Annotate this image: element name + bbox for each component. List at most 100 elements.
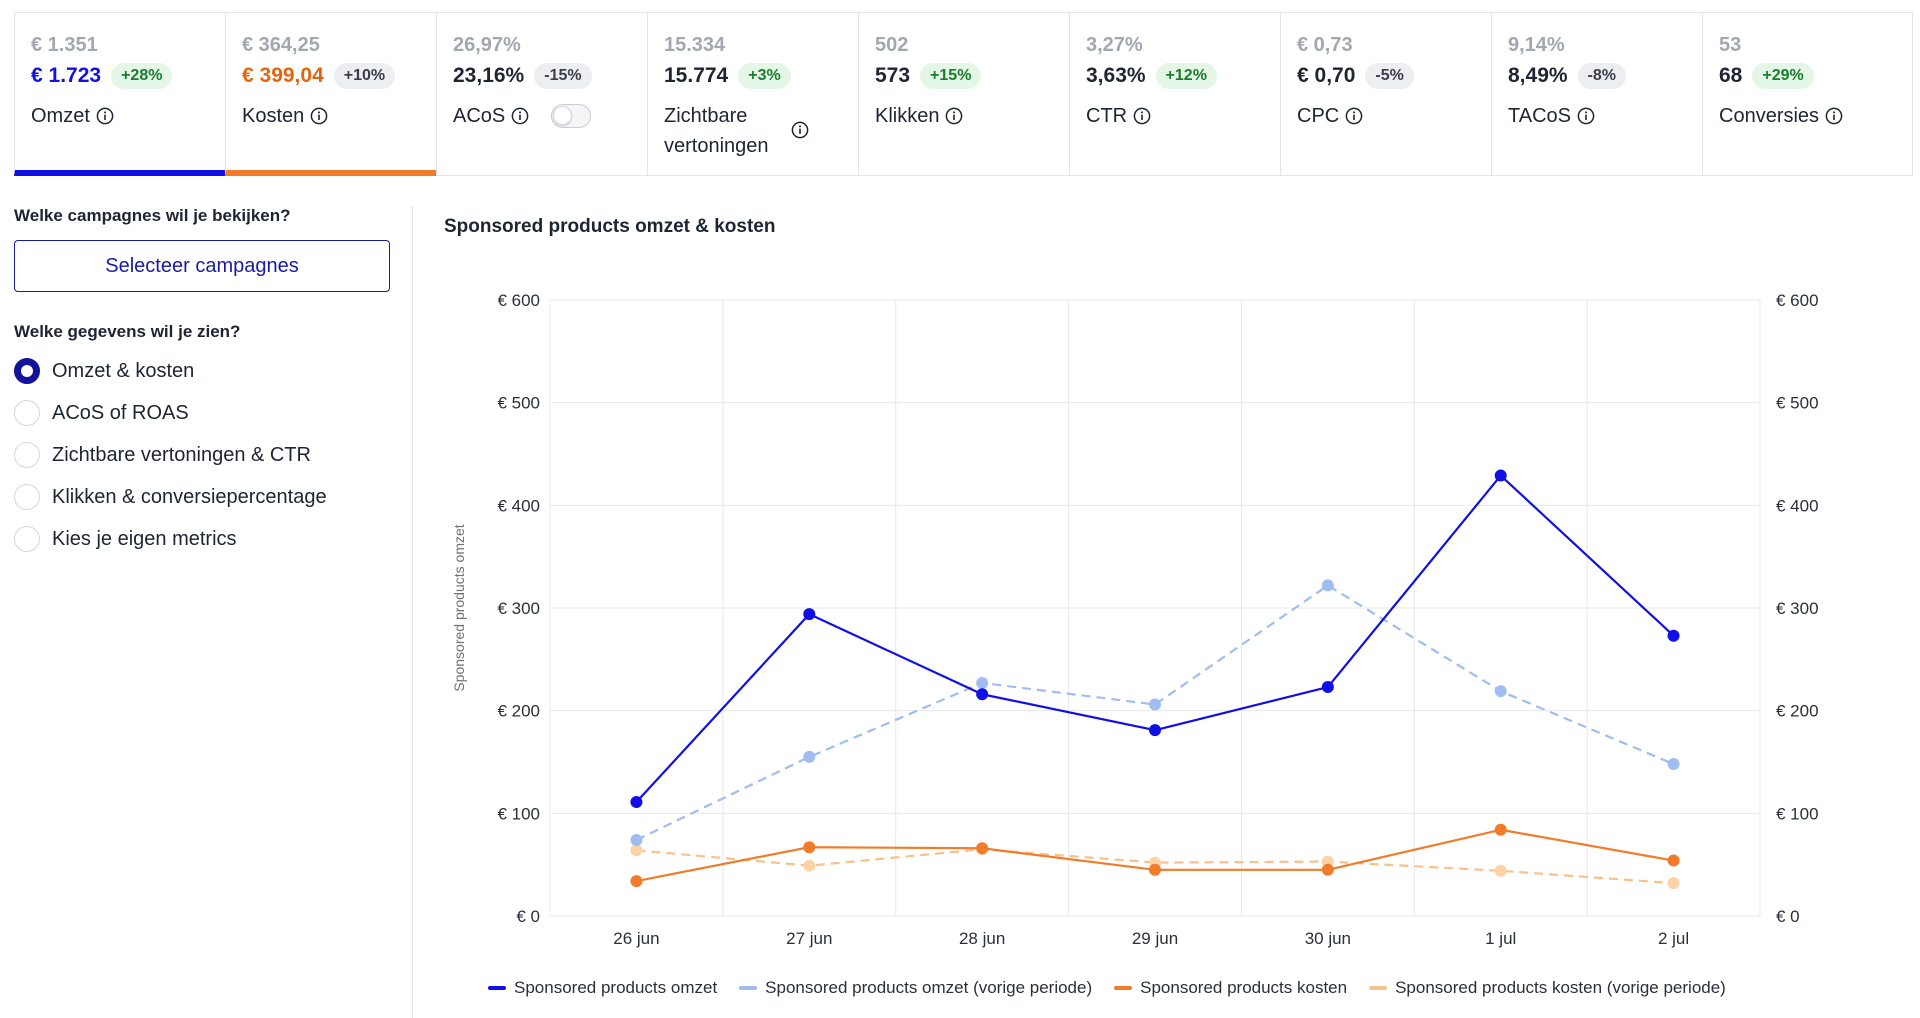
data-point-series-0 bbox=[1667, 629, 1680, 642]
kpi-label: Omzet bbox=[31, 105, 90, 127]
info-icon[interactable] bbox=[1577, 107, 1595, 125]
kpi-card-conversies[interactable]: 53 68 +29% Conversies bbox=[1702, 12, 1913, 176]
kpi-current-value: 15.774 bbox=[664, 64, 729, 87]
radio-label: ACoS of ROAS bbox=[52, 401, 189, 424]
data-point-series-3 bbox=[1494, 864, 1507, 877]
chart-title: Sponsored products omzet & kosten bbox=[444, 216, 776, 237]
data-point-series-0 bbox=[1321, 681, 1334, 694]
kpi-label: TACoS bbox=[1508, 105, 1571, 127]
data-point-series-1 bbox=[1494, 685, 1507, 698]
data-point-series-1 bbox=[630, 834, 643, 847]
x-tick-label: 28 jun bbox=[959, 929, 1005, 948]
kpi-previous-value: 53 bbox=[1719, 34, 1742, 56]
y-tick-label-left: € 0 bbox=[516, 907, 540, 926]
kpi-card-cpc[interactable]: € 0,73 € 0,70 -5% CPC bbox=[1280, 12, 1491, 176]
x-tick-label: 29 jun bbox=[1132, 929, 1178, 948]
y-tick-label-left: € 600 bbox=[497, 291, 540, 310]
radio-button[interactable] bbox=[14, 442, 40, 468]
legend-item[interactable]: Sponsored products kosten (vorige period… bbox=[1369, 978, 1726, 998]
radio-label: Klikken & conversiepercentage bbox=[52, 485, 327, 508]
data-point-series-1 bbox=[976, 676, 989, 689]
series-line-0 bbox=[635, 474, 1675, 803]
data-question: Welke gegevens wil je zien? bbox=[14, 322, 241, 341]
y-tick-label-right: € 500 bbox=[1776, 394, 1819, 413]
kpi-current-value: 68 bbox=[1719, 64, 1743, 87]
acos-roas-toggle[interactable] bbox=[551, 104, 592, 128]
kpi-current-value: 573 bbox=[875, 64, 911, 87]
info-icon[interactable] bbox=[511, 107, 529, 125]
info-icon[interactable] bbox=[1825, 107, 1843, 125]
info-icon[interactable] bbox=[1345, 107, 1363, 125]
radio-option-acos-roas[interactable]: ACoS of ROAS bbox=[14, 392, 398, 434]
info-icon[interactable] bbox=[1133, 107, 1151, 125]
radio-button[interactable] bbox=[14, 484, 40, 510]
kpi-card-ctr[interactable]: 3,27% 3,63% +12% CTR bbox=[1069, 12, 1280, 176]
x-tick-label: 2 jul bbox=[1658, 929, 1689, 948]
data-point-series-2 bbox=[1494, 823, 1507, 836]
kpi-label: Kosten bbox=[242, 105, 305, 127]
data-point-series-2 bbox=[976, 842, 989, 855]
data-point-series-2 bbox=[1321, 863, 1334, 876]
kpi-previous-value: € 364,25 bbox=[242, 34, 320, 56]
radio-button[interactable] bbox=[14, 358, 40, 384]
kpi-card-kosten[interactable]: € 364,25 € 399,04 +10% Kosten bbox=[225, 12, 436, 176]
y-tick-label-right: € 100 bbox=[1776, 804, 1819, 823]
x-tick-label: 27 jun bbox=[786, 929, 832, 948]
x-tick-label: 30 jun bbox=[1305, 929, 1351, 948]
y-tick-label-right: € 400 bbox=[1776, 496, 1819, 515]
radio-label: Kies je eigen metrics bbox=[52, 527, 237, 550]
kpi-label: Klikken bbox=[875, 105, 940, 127]
y-tick-label-right: € 600 bbox=[1776, 291, 1819, 310]
info-icon[interactable] bbox=[791, 121, 809, 139]
kpi-row: € 1.351 € 1.723 +28% Omzet € 364,25 € 39… bbox=[14, 12, 1914, 176]
kpi-change-badge: +12% bbox=[1155, 63, 1217, 89]
legend-item[interactable]: Sponsored products omzet bbox=[488, 978, 717, 998]
y-tick-label-left: € 100 bbox=[497, 804, 540, 823]
kpi-label: Conversies bbox=[1719, 105, 1820, 127]
kpi-previous-value: € 0,73 bbox=[1297, 34, 1353, 56]
left-panel: Welke campagnes wil je bekijken? Selecte… bbox=[14, 206, 398, 560]
kpi-label-line1: Zichtbare bbox=[664, 105, 748, 127]
data-point-series-3 bbox=[630, 844, 643, 857]
radio-option-omzet-kosten[interactable]: Omzet & kosten bbox=[14, 350, 398, 392]
legend-item[interactable]: Sponsored products kosten bbox=[1114, 978, 1347, 998]
legend-label: Sponsored products omzet (vorige periode… bbox=[765, 978, 1093, 997]
info-icon[interactable] bbox=[96, 107, 114, 125]
kpi-label: ACoS bbox=[453, 105, 506, 127]
series-line-1 bbox=[635, 584, 1674, 842]
y-tick-label-left: € 300 bbox=[497, 599, 540, 618]
y-tick-label-left: € 200 bbox=[497, 702, 540, 721]
kpi-current-value: 3,63% bbox=[1086, 64, 1146, 87]
kpi-change-badge: +29% bbox=[1752, 63, 1814, 89]
legend-item[interactable]: Sponsored products omzet (vorige periode… bbox=[739, 978, 1092, 998]
x-tick-label: 1 jul bbox=[1485, 929, 1516, 948]
kpi-card-acos[interactable]: 26,97% 23,16% -15% ACoS bbox=[436, 12, 647, 176]
kpi-card-omzet[interactable]: € 1.351 € 1.723 +28% Omzet bbox=[14, 12, 225, 176]
radio-button[interactable] bbox=[14, 400, 40, 426]
chart-legend: Sponsored products omzet Sponsored produc… bbox=[488, 978, 1748, 998]
data-point-series-1 bbox=[1667, 758, 1680, 771]
kpi-change-badge: -8% bbox=[1577, 63, 1626, 89]
kpi-previous-value: 502 bbox=[875, 34, 909, 56]
kpi-previous-value: 15.334 bbox=[664, 34, 726, 56]
select-campaigns-button[interactable]: Selecteer campagnes bbox=[14, 240, 390, 292]
kpi-change-badge: +10% bbox=[333, 63, 396, 89]
data-point-series-0 bbox=[1494, 469, 1507, 482]
kpi-change-badge: -15% bbox=[534, 63, 592, 89]
kpi-label: Zichtbare vertoningen bbox=[664, 101, 769, 161]
radio-option-klikken-conversie[interactable]: Klikken & conversiepercentage bbox=[14, 476, 398, 518]
data-point-series-0 bbox=[803, 608, 816, 621]
kpi-change-badge: -5% bbox=[1365, 63, 1414, 89]
kpi-card-klikken[interactable]: 502 573 +15% Klikken bbox=[858, 12, 1069, 176]
radio-option-vertoningen-ctr[interactable]: Zichtbare vertoningen & CTR bbox=[14, 434, 398, 476]
info-icon[interactable] bbox=[310, 107, 328, 125]
kpi-card-zichtbare-vertoningen[interactable]: 15.334 15.774 +3% Zichtbare vertoningen bbox=[647, 12, 858, 176]
info-icon[interactable] bbox=[945, 107, 963, 125]
data-point-series-0 bbox=[976, 688, 989, 701]
kpi-card-tacos[interactable]: 9,14% 8,49% -8% TACoS bbox=[1491, 12, 1702, 176]
kpi-change-badge: +28% bbox=[111, 63, 173, 89]
legend-swatch bbox=[1369, 986, 1388, 990]
radio-button[interactable] bbox=[14, 526, 40, 552]
radio-option-eigen-metrics[interactable]: Kies je eigen metrics bbox=[14, 518, 398, 560]
radio-label: Zichtbare vertoningen & CTR bbox=[52, 443, 312, 466]
